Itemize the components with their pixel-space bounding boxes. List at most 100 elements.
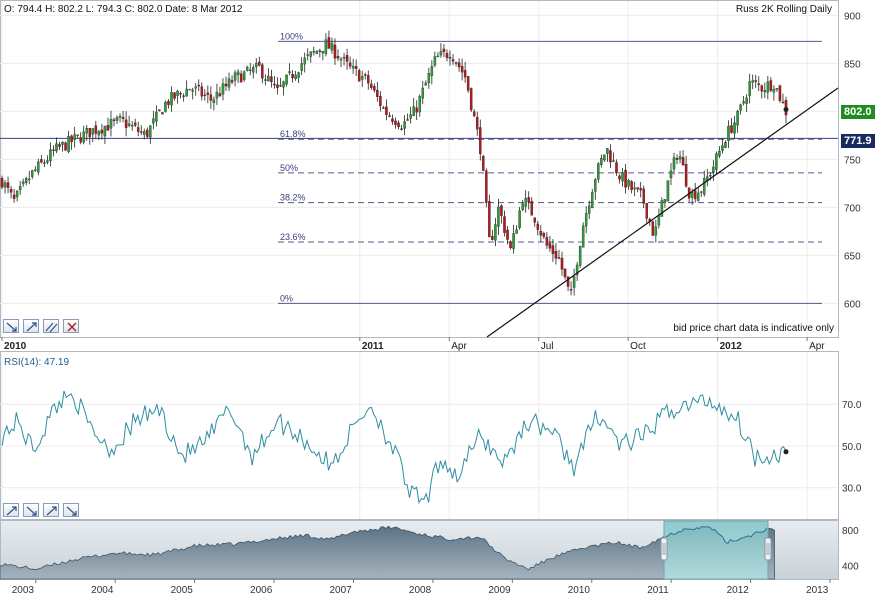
- candle: [146, 127, 149, 139]
- main-y-tick-label: 600: [844, 299, 861, 310]
- candle: [0, 175, 4, 190]
- candle: [124, 111, 128, 137]
- candle: [324, 33, 328, 57]
- candle: [336, 49, 340, 61]
- candle: [451, 54, 455, 65]
- candle: [491, 229, 494, 241]
- candle: [233, 69, 237, 87]
- candle: [115, 115, 119, 124]
- candle: [315, 50, 319, 55]
- candle: [363, 72, 367, 80]
- candle: [403, 115, 406, 136]
- candle: [118, 113, 122, 123]
- rsi-y-tick-label: 50.0: [842, 442, 862, 453]
- candle: [485, 168, 488, 208]
- candle: [445, 49, 449, 62]
- navigator-right-handle[interactable]: [764, 537, 772, 561]
- candle: [221, 78, 225, 101]
- chart-title: Russ 2K Rolling Daily: [735, 4, 832, 15]
- candle: [248, 62, 252, 76]
- rsi-trend-down-tool[interactable]: [23, 503, 39, 517]
- candle: [109, 110, 113, 137]
- navigator-selected-range[interactable]: [663, 520, 769, 580]
- candle: [421, 80, 425, 105]
- candle: [542, 231, 546, 240]
- candle: [745, 94, 748, 112]
- candle: [351, 58, 355, 74]
- candle: [9, 186, 13, 199]
- candle: [339, 56, 343, 67]
- candle: [551, 239, 555, 262]
- navigator-selection[interactable]: [660, 520, 772, 580]
- candle: [85, 124, 89, 141]
- candle: [609, 144, 612, 168]
- delete-drawings-tool[interactable]: [63, 319, 79, 333]
- trend-up-tool[interactable]: [23, 319, 39, 333]
- candle: [472, 109, 476, 118]
- candle: [170, 86, 173, 112]
- trend-down-tool[interactable]: [3, 319, 19, 333]
- rsi-trend-up-tool[interactable]: [3, 503, 19, 517]
- candle: [724, 140, 727, 149]
- candle: [242, 70, 246, 82]
- candle: [454, 61, 458, 67]
- trendline-group: [486, 87, 839, 338]
- navigator-x-tick-label: 2004: [91, 585, 114, 596]
- candle: [575, 261, 579, 282]
- candle: [439, 43, 443, 58]
- candle: [672, 152, 676, 175]
- candle: [200, 82, 204, 101]
- candle: [155, 105, 158, 127]
- candle: [394, 117, 397, 129]
- candle: [279, 77, 282, 87]
- candle: [397, 120, 400, 130]
- candle: [31, 169, 34, 180]
- candle: [621, 167, 624, 187]
- candle: [88, 128, 92, 145]
- candle: [49, 142, 52, 167]
- candle: [121, 111, 125, 123]
- ohlc-readout: O: 794.4 H: 802.2 L: 794.3 C: 802.0 Date…: [4, 4, 243, 15]
- candle: [291, 70, 294, 83]
- candle: [176, 89, 179, 104]
- parallel-channel-tool[interactable]: [43, 319, 59, 333]
- navigator-left-handle[interactable]: [660, 537, 668, 561]
- candle: [12, 188, 16, 203]
- candle: [584, 206, 588, 234]
- candle: [209, 86, 213, 109]
- navigator-x-tick-label: 2006: [250, 585, 273, 596]
- candle: [693, 182, 697, 203]
- candle: [463, 61, 467, 83]
- candle: [521, 199, 524, 212]
- candle: [149, 125, 152, 144]
- candle: [354, 59, 358, 77]
- rsi-trend-down-2-tool[interactable]: [63, 503, 79, 517]
- candle: [427, 67, 431, 89]
- candle: [357, 68, 361, 82]
- candle: [699, 190, 703, 197]
- main-x-tick-label: Apr: [451, 341, 467, 352]
- rsi-trend-up-2-tool[interactable]: [43, 503, 59, 517]
- main-y-tick-label: 650: [844, 251, 861, 262]
- candle: [778, 84, 782, 103]
- candle: [218, 86, 222, 97]
- candle: [503, 210, 506, 237]
- candle: [587, 200, 591, 219]
- candle: [91, 128, 95, 143]
- candle: [239, 70, 243, 83]
- main-x-tick-label: 2010: [4, 341, 27, 352]
- rsi-gridlines: [0, 352, 838, 519]
- candle: [251, 64, 255, 79]
- candle: [79, 132, 82, 145]
- main-x-tick-label: Jul: [541, 341, 554, 352]
- candle: [666, 180, 670, 202]
- candle: [73, 126, 76, 148]
- candle: [236, 68, 240, 83]
- candle: [391, 114, 394, 125]
- candle: [3, 179, 7, 194]
- trendline: [486, 87, 839, 338]
- candle: [385, 99, 388, 121]
- navigator-x-tick-label: 2009: [488, 585, 511, 596]
- candle: [143, 128, 146, 140]
